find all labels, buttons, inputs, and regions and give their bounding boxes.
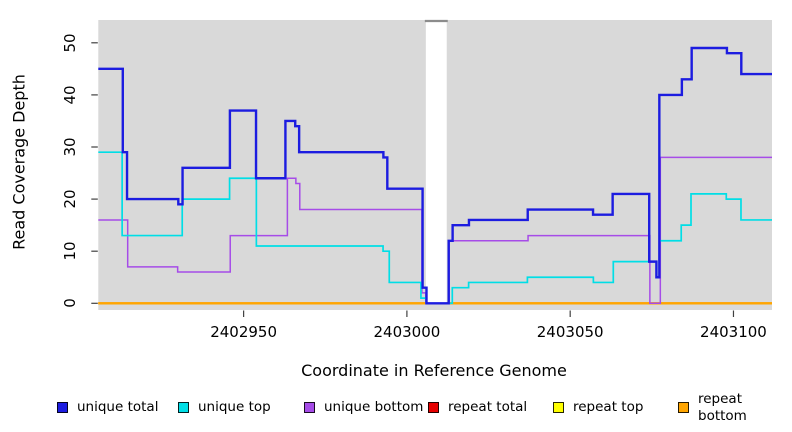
x-tick-label: 2403050 [536, 323, 604, 341]
y-tick-label: 10 [61, 241, 79, 261]
legend-swatch-repeat-bottom [678, 402, 689, 413]
series-unique-total [98, 46, 772, 305]
y-tick-label: 30 [61, 137, 79, 157]
series-unique-bottom [98, 156, 772, 305]
y-axis-title: Read Coverage Depth [9, 74, 29, 250]
y-tick-label: 50 [61, 33, 79, 53]
series-unique-top [98, 151, 772, 305]
x-tick-label: 2402950 [210, 323, 278, 341]
legend-item-unique-bottom: unique bottom [304, 399, 423, 416]
legend-swatch-repeat-total [428, 402, 439, 413]
gap-mask [425, 21, 447, 305]
legend-item-repeat-total: repeat total [428, 399, 527, 416]
legend-label: repeat bottom [698, 390, 747, 424]
legend-item-unique-top: unique top [178, 399, 271, 416]
legend-swatch-repeat-top [553, 402, 564, 413]
legend-label: repeat total [448, 399, 528, 415]
legend-item-unique-total: unique total [57, 399, 158, 416]
legend-swatch-unique-top [178, 402, 189, 413]
x-axis-title: Coordinate in Reference Genome [301, 361, 567, 380]
legend-item-repeat-top: repeat top [553, 399, 643, 416]
legend-label: repeat top [573, 399, 644, 415]
x-tick-label: 2403100 [700, 323, 767, 341]
legend-swatch-unique-bottom [304, 402, 315, 413]
x-tick-label: 2403000 [373, 323, 441, 341]
legend-item-repeat-bottom: repeat bottom [678, 391, 792, 424]
legend-swatch-unique-total [57, 402, 68, 413]
y-tick-label: 0 [61, 298, 79, 309]
legend-label: unique bottom [324, 399, 424, 415]
y-tick-label: 20 [61, 189, 79, 209]
legend-label: unique top [198, 399, 271, 415]
y-tick-label: 40 [61, 85, 79, 105]
legend-label: unique total [77, 399, 159, 415]
